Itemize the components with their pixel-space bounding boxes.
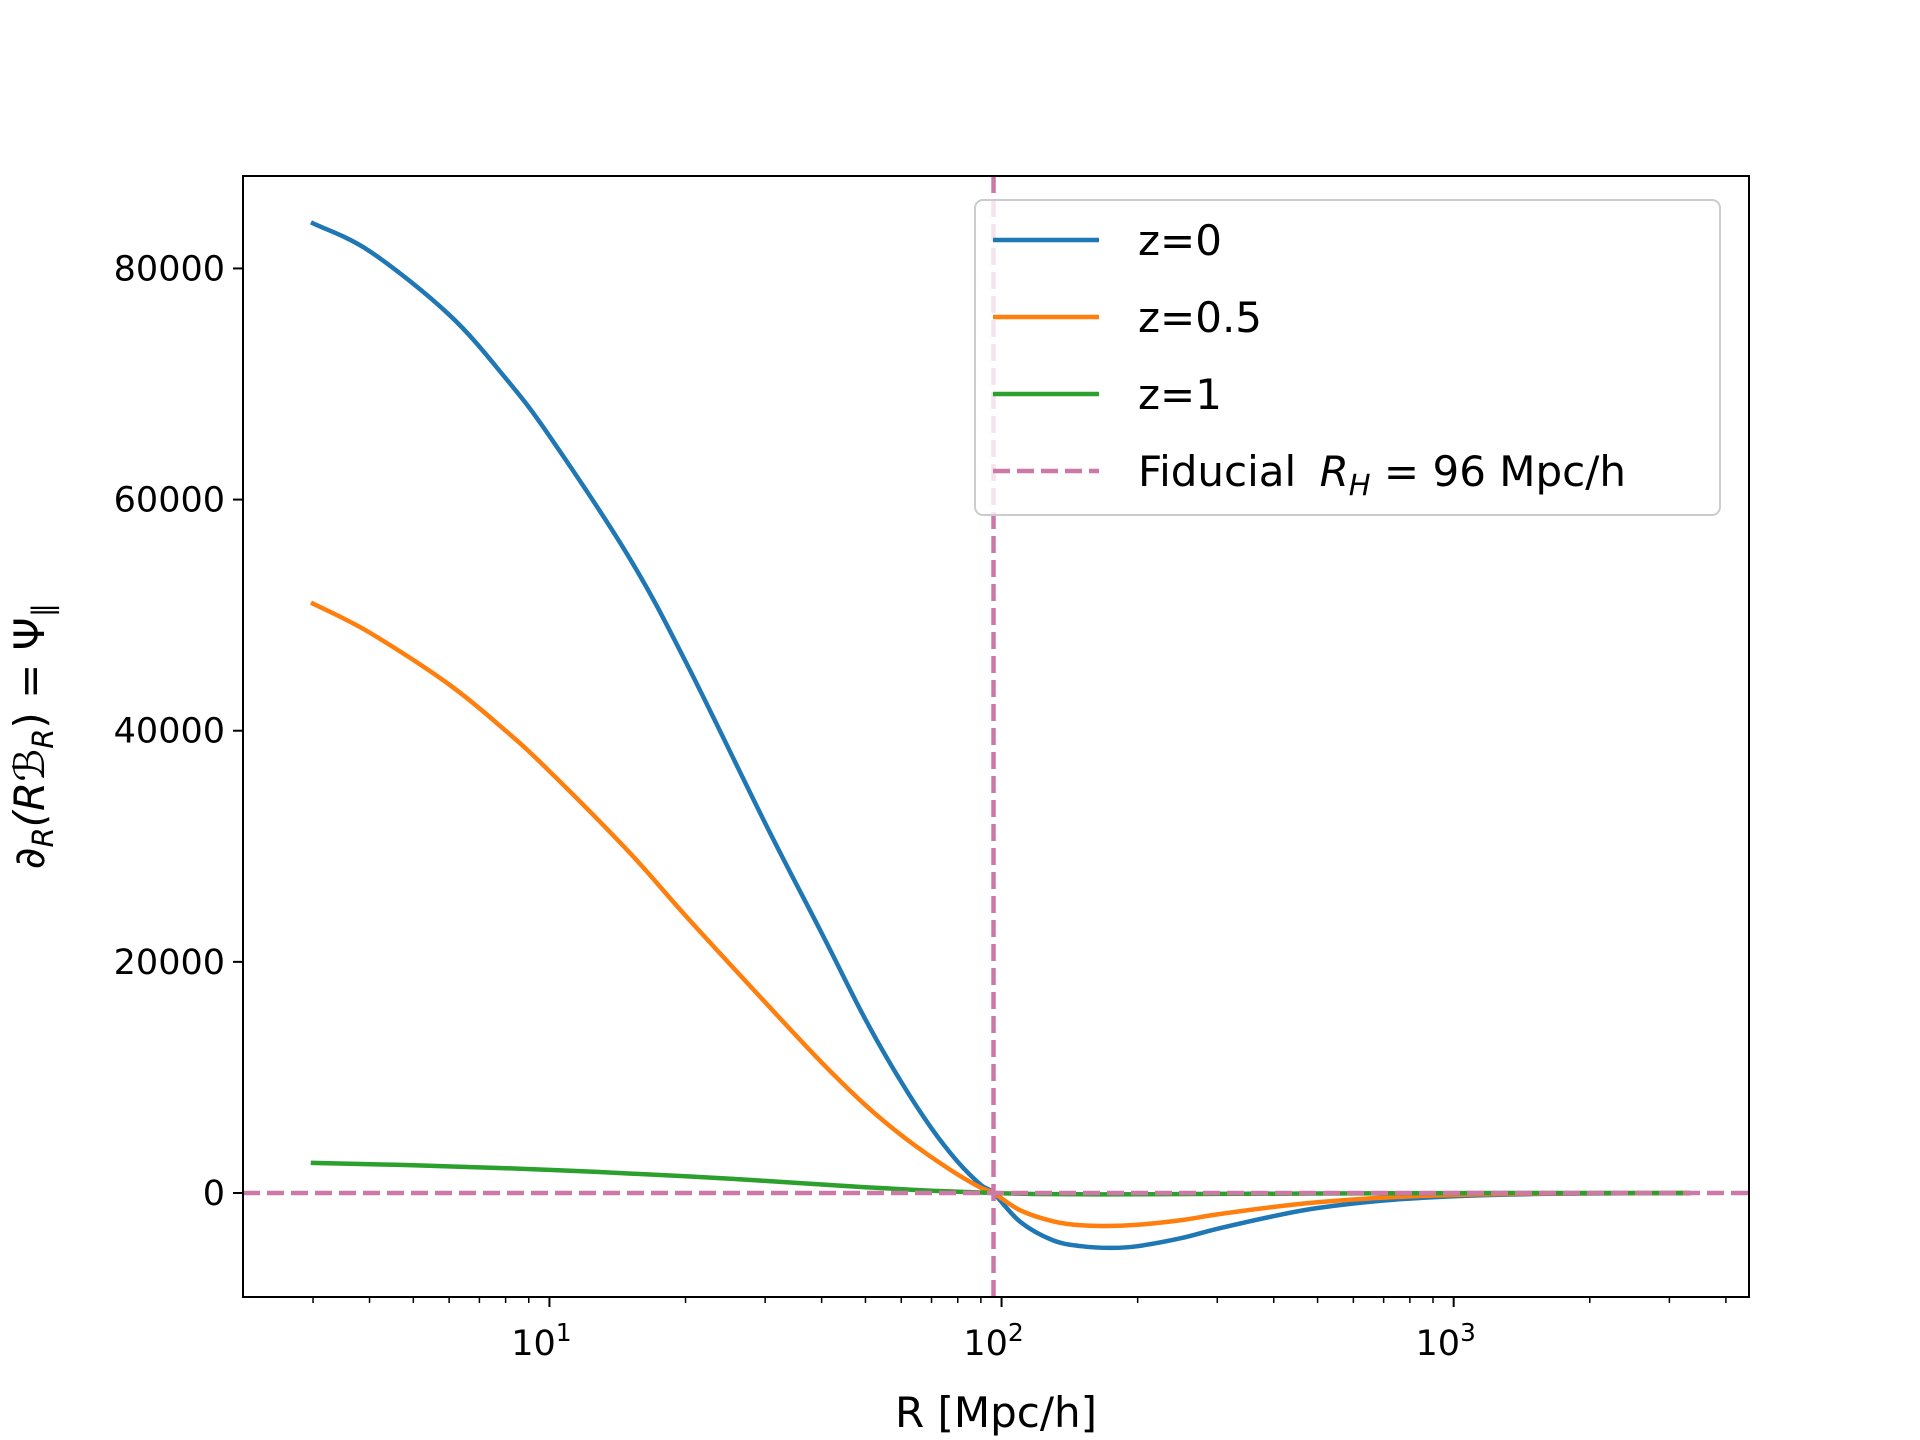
plot-frame xyxy=(242,175,1750,1298)
legend-label-sub: H xyxy=(1349,468,1371,502)
x-tick-label: 101 xyxy=(511,1318,571,1364)
legend-box xyxy=(974,199,1721,516)
legend-label-text: z=0 xyxy=(1138,216,1222,265)
legend: z=0 z=0.5 z=1 Fiducial RH = 96 Mpc/h xyxy=(974,199,1721,516)
x-tick-base: 10 xyxy=(963,1324,1008,1364)
y-tick-label: 20000 xyxy=(114,943,225,983)
y-tick-label: 60000 xyxy=(114,481,225,521)
legend-label-3: Fiducial RH = 96 Mpc/h xyxy=(1138,447,1626,502)
legend-label-1: z=0.5 xyxy=(1138,293,1262,342)
y-label-psi: ) = Ψ xyxy=(5,617,54,728)
series-line-z-0 xyxy=(309,220,1691,1251)
legend-label-0: z=0 xyxy=(1138,216,1222,265)
x-tick-base: 10 xyxy=(1415,1324,1460,1364)
x-tick-base: 10 xyxy=(511,1324,556,1364)
legend-label-text: z=0.5 xyxy=(1138,293,1262,342)
x-tick-exponent: 3 xyxy=(1460,1318,1476,1347)
x-tick-label: 102 xyxy=(963,1318,1023,1364)
y-label-R: (R xyxy=(5,782,54,828)
y-tick-label: 80000 xyxy=(114,249,225,289)
y-label-sub: R xyxy=(26,827,60,847)
x-tick-exponent: 2 xyxy=(1008,1318,1024,1347)
x-tick-exponent: 1 xyxy=(556,1318,572,1347)
legend-label-var: R xyxy=(1320,447,1349,496)
legend-label-prefix: Fiducial xyxy=(1138,447,1310,496)
y-axis-label: ∂R(RℬR) = Ψ∥ xyxy=(5,603,60,869)
x-axis-label: R [Mpc/h] xyxy=(895,1388,1097,1437)
y-label-B: ℬ xyxy=(5,749,54,782)
legend-label-2: z=1 xyxy=(1138,370,1222,419)
y-label-parallel: ∥ xyxy=(26,603,60,618)
x-tick-label: 103 xyxy=(1415,1318,1475,1364)
y-tick-label: 0 xyxy=(203,1174,225,1214)
y-label-sub2: R xyxy=(26,729,60,749)
legend-label-suffix: = 96 Mpc/h xyxy=(1371,447,1626,496)
legend-label-text: z=1 xyxy=(1138,370,1222,419)
y-label-partial: ∂ xyxy=(5,848,54,870)
series-line-z-0-5 xyxy=(309,600,1691,1229)
reference-lines xyxy=(243,176,1749,1297)
y-tick-label: 40000 xyxy=(114,712,225,752)
